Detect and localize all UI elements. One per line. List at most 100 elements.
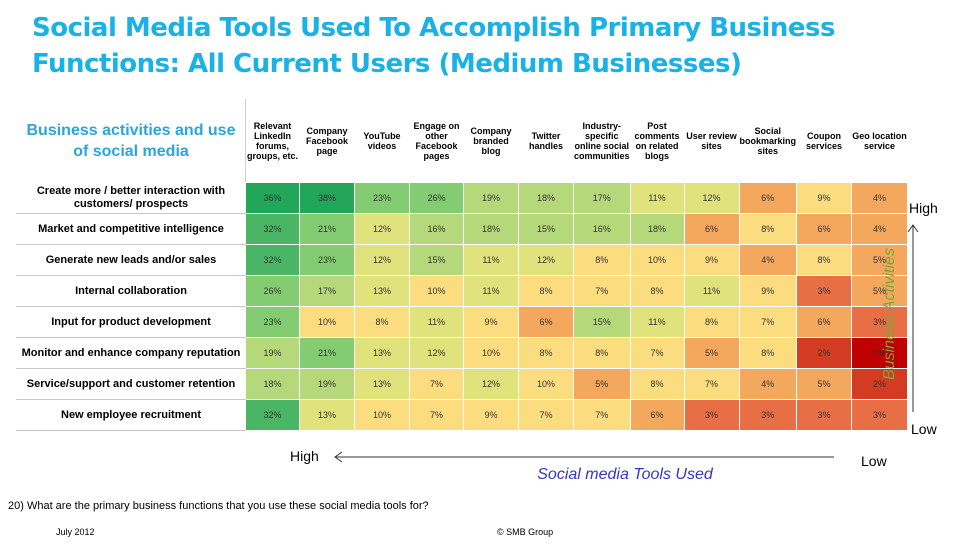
heatmap-cell: 7% xyxy=(683,368,740,400)
heatmap-cell: 9% xyxy=(796,182,853,214)
heatmap-cell: 3% xyxy=(851,399,909,431)
heatmap-cell: 3% xyxy=(683,399,740,431)
heatmap-cell: 5% xyxy=(851,244,909,276)
column-header: Social bookmarking sites xyxy=(738,99,798,183)
heatmap-cell: 16% xyxy=(409,213,464,245)
x-axis-arrow xyxy=(334,451,834,463)
column-header: Company Facebook page xyxy=(299,99,355,183)
x-axis-high: High xyxy=(290,448,319,464)
heatmap-cell: 12% xyxy=(518,244,574,276)
survey-question: 20) What are the primary business functi… xyxy=(8,500,429,512)
table-row: Input for product development 23% 10% 8% 11%… xyxy=(16,306,909,338)
heatmap-cell: 18% xyxy=(245,368,300,400)
column-header: Engage on other Facebook pages xyxy=(409,99,464,183)
heatmap-cell: 11% xyxy=(463,244,519,276)
heatmap-cell: 10% xyxy=(409,275,464,307)
heatmap-cell: 10% xyxy=(518,368,574,400)
heatmap-cell: 4% xyxy=(851,182,909,214)
heatmap-cell: 6% xyxy=(518,306,574,338)
heatmap-cell: 7% xyxy=(573,275,631,307)
heatmap-cell: 36% xyxy=(245,182,300,214)
heatmap-cell: 17% xyxy=(299,275,355,307)
column-header: Company branded blog xyxy=(463,99,519,183)
table-row: New employee recruitment 32% 13% 10% 7% 9% 7% 7… xyxy=(16,399,909,431)
heatmap-cell: 7% xyxy=(518,399,574,431)
footer-date: July 2012 xyxy=(56,527,95,537)
row-label: Service/support and customer retention xyxy=(16,368,246,400)
column-header: YouTube videos xyxy=(354,99,410,183)
heatmap-cell: 18% xyxy=(629,213,685,245)
heatmap-cell: 23% xyxy=(299,244,355,276)
heatmap-cell: 8% xyxy=(518,337,574,369)
heatmap-cell: 21% xyxy=(299,337,355,369)
heatmap-cell: 18% xyxy=(518,182,574,214)
heatmap-cell: 5% xyxy=(573,368,631,400)
heatmap-cell: 19% xyxy=(245,337,300,369)
heatmap-table: Business activities and use of social me… xyxy=(16,99,909,431)
heatmap-cell: 7% xyxy=(409,368,464,400)
heatmap-cell: 6% xyxy=(683,213,740,245)
heatmap-cell: 8% xyxy=(573,244,631,276)
heatmap-cell: 19% xyxy=(463,182,519,214)
footer-copyright: © SMB Group xyxy=(497,527,554,537)
heatmap-cell: 7% xyxy=(573,399,631,431)
column-header: Coupon services xyxy=(796,99,853,183)
table-row: Generate new leads and/or sales 32% 23% 12%… xyxy=(16,244,909,276)
column-header: Post comments on related blogs xyxy=(629,99,685,183)
heatmap-cell: 11% xyxy=(629,182,685,214)
heatmap-cell: 1% xyxy=(851,337,909,369)
heatmap-cell: 21% xyxy=(299,213,355,245)
column-header: User review sites xyxy=(683,99,740,183)
heatmap-cell: 19% xyxy=(299,368,355,400)
y-axis-high: High xyxy=(909,200,938,216)
row-label: Monitor and enhance company reputation xyxy=(16,337,246,369)
row-label: New employee recruitment xyxy=(16,399,246,431)
heatmap-cell: 8% xyxy=(518,275,574,307)
header-row: Business activities and use of social me… xyxy=(16,99,909,183)
heatmap-cell: 8% xyxy=(796,244,853,276)
heatmap-cell: 32% xyxy=(245,399,300,431)
heatmap-cell: 10% xyxy=(629,244,685,276)
heatmap-cell: 2% xyxy=(851,368,909,400)
column-header: Relevant LinkedIn forums, groups, etc. xyxy=(245,99,300,183)
row-label: Generate new leads and/or sales xyxy=(16,244,246,276)
chart-title: Social Media Tools Used To Accomplish Pr… xyxy=(32,10,932,82)
heatmap-cell: 11% xyxy=(683,275,740,307)
heatmap-cell: 3% xyxy=(851,306,909,338)
heatmap-cell: 18% xyxy=(463,213,519,245)
row-label: Market and competitive intelligence xyxy=(16,213,246,245)
heatmap-cell: 26% xyxy=(245,275,300,307)
heatmap-cell: 8% xyxy=(629,275,685,307)
heatmap-cell: 9% xyxy=(463,306,519,338)
heatmap-cell: 5% xyxy=(683,337,740,369)
table-row: Monitor and enhance company reputation 19… xyxy=(16,337,909,369)
heatmap-cell: 15% xyxy=(518,213,574,245)
heatmap-cell: 4% xyxy=(738,368,798,400)
table-row: Market and competitive intelligence 32% 21… xyxy=(16,213,909,245)
heatmap-cell: 10% xyxy=(354,399,410,431)
heatmap-cell: 9% xyxy=(738,275,798,307)
heatmap-cell: 3% xyxy=(796,275,853,307)
heatmap-cell: 15% xyxy=(573,306,631,338)
heatmap-cell: 13% xyxy=(299,399,355,431)
row-label: Create more / better interaction with cu… xyxy=(16,182,246,214)
y-axis-title: Business Activities xyxy=(881,248,898,380)
table-row: Service/support and customer retention 18… xyxy=(16,368,909,400)
column-header: Industry-specific online social communit… xyxy=(573,99,631,183)
column-header: Geo location service xyxy=(851,99,909,183)
heatmap-cell: 12% xyxy=(354,213,410,245)
heatmap-cell: 23% xyxy=(245,306,300,338)
heatmap-cell: 9% xyxy=(683,244,740,276)
heatmap-cell: 13% xyxy=(354,368,410,400)
heatmap-cell: 11% xyxy=(463,275,519,307)
heatmap-cell: 8% xyxy=(629,368,685,400)
heatmap-cell: 15% xyxy=(409,244,464,276)
column-header: Twitter handles xyxy=(518,99,574,183)
heatmap-cell: 6% xyxy=(738,182,798,214)
heatmap-cell: 6% xyxy=(796,306,853,338)
heatmap-cell: 9% xyxy=(463,399,519,431)
title-line-1: Social Media Tools Used To Accomplish Pr… xyxy=(32,13,836,43)
heatmap-cell: 11% xyxy=(629,306,685,338)
heatmap-cell: 6% xyxy=(629,399,685,431)
table-row: Create more / better interaction with cu… xyxy=(16,182,909,214)
